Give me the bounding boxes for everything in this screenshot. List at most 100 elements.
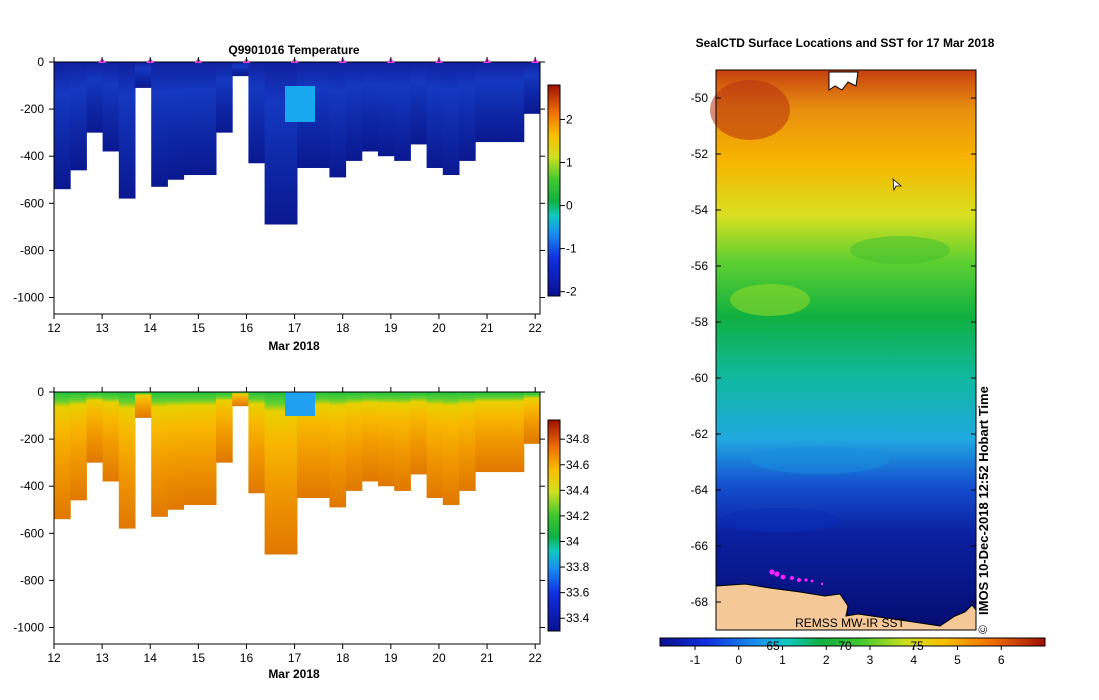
y-tick-label: -200 <box>20 102 44 116</box>
y-tick-label: -800 <box>20 243 44 257</box>
x-tick-label: 15 <box>192 651 206 665</box>
sst-map-panel: SealCTD Surface Locations and SST for 17… <box>659 36 1046 667</box>
profile-column <box>118 62 136 199</box>
x-tick-label: 20 <box>432 321 446 335</box>
lat-tick-label: -66 <box>691 539 709 553</box>
sst-colorbar <box>659 637 1046 647</box>
salinity-y-axis: 0 -200 -400 -600 -800 -1000 <box>13 385 545 635</box>
colorbar-tick-label: 34.2 <box>566 509 590 523</box>
y-tick-label: -800 <box>20 573 44 587</box>
sst-colorbar-tick-label: 5 <box>954 653 961 667</box>
y-tick-label: -400 <box>20 479 44 493</box>
seal-location-dot <box>774 571 780 577</box>
sst-secondary-tick-label: 65 <box>766 639 780 653</box>
sst-field <box>716 70 976 630</box>
lat-tick-label: -52 <box>691 147 709 161</box>
profile-column <box>183 392 201 506</box>
x-tick-label: 16 <box>240 651 254 665</box>
x-tick-label: 19 <box>384 651 398 665</box>
profile-column <box>442 62 460 176</box>
imos-timestamp: IMOS 10-Dec-2018 12:52 Hobart Time <box>976 386 991 615</box>
salinity-axes-frame <box>53 391 541 645</box>
x-tick-label: 18 <box>336 321 350 335</box>
x-tick-label: 12 <box>47 651 61 665</box>
x-tick-label: 12 <box>47 321 61 335</box>
y-tick-label: -1000 <box>13 621 44 635</box>
sst-map-title: SealCTD Surface Locations and SST for 17… <box>696 36 995 50</box>
profile-column <box>135 62 152 88</box>
x-tick-label: 19 <box>384 321 398 335</box>
sst-colorbar-ticks: -1 0 1 2 3 4 5 6 65 70 75 <box>690 639 1005 667</box>
sst-colorbar-tick-label: 2 <box>823 653 830 667</box>
profile-column <box>426 392 444 498</box>
profile-column <box>151 62 168 187</box>
profile-column <box>329 392 347 508</box>
salinity-colorbar-ticks: 34.8 34.6 34.4 34.2 34 33.8 33.6 33.4 <box>560 432 590 625</box>
salinity-colorbar <box>547 419 561 632</box>
lat-tick-label: -58 <box>691 315 709 329</box>
profile-column <box>248 392 266 494</box>
sst-colorbar-tick-label: -1 <box>690 653 701 667</box>
profile-column <box>394 62 411 161</box>
sst-secondary-tick-label: 70 <box>838 639 852 653</box>
seal-location-dot <box>820 582 824 586</box>
sst-colorbar-tick-label: 4 <box>910 653 917 667</box>
profile-column <box>426 62 444 168</box>
profile-column <box>232 62 249 77</box>
salinity-profiles <box>54 392 541 555</box>
profile-column <box>135 392 152 418</box>
profile-column <box>410 62 428 145</box>
profile-column <box>523 392 541 444</box>
colorbar-tick-label: 33.6 <box>566 586 590 600</box>
profile-column <box>102 62 120 152</box>
profile-column <box>329 62 347 178</box>
profile-column <box>459 392 476 491</box>
lat-tick-label: -56 <box>691 259 709 273</box>
colorbar-tick-label: 34.8 <box>566 432 590 446</box>
profile-column <box>183 62 201 176</box>
profile-column <box>86 62 104 133</box>
profile-column <box>475 392 492 473</box>
sst-map-frame <box>715 69 977 631</box>
sst-texture <box>750 446 890 474</box>
temperature-xlabel: Mar 2018 <box>268 339 320 353</box>
x-tick-label: 18 <box>336 651 350 665</box>
y-tick-label: -600 <box>20 526 44 540</box>
profile-column <box>361 62 379 152</box>
x-tick-label: 13 <box>95 321 109 335</box>
seal-location-dot <box>810 579 814 583</box>
x-tick-label: 21 <box>480 321 494 335</box>
profile-column <box>86 392 104 463</box>
profile-column <box>378 392 395 487</box>
profile-column <box>345 392 363 491</box>
x-tick-label: 14 <box>144 321 158 335</box>
x-tick-label: 22 <box>529 321 543 335</box>
x-tick-label: 16 <box>240 321 254 335</box>
y-tick-label: 0 <box>37 55 44 69</box>
lat-tick-label: -64 <box>691 483 709 497</box>
y-tick-label: -600 <box>20 196 44 210</box>
profile-column <box>70 392 87 501</box>
lat-tick-label: -54 <box>691 203 709 217</box>
lat-tick-label: -60 <box>691 371 709 385</box>
temperature-x-axis: 12 13 14 15 16 17 18 19 20 21 22 <box>47 57 542 335</box>
salinity-fresh-anomaly <box>285 392 315 416</box>
colorbar-tick-label: -1 <box>566 242 577 256</box>
x-tick-label: 17 <box>288 651 302 665</box>
seal-location-dot <box>804 578 808 582</box>
profile-column <box>459 62 476 161</box>
y-tick-label: 0 <box>37 385 44 399</box>
lat-tick-label: -68 <box>691 595 709 609</box>
profile-column <box>394 392 411 491</box>
profile-column <box>280 392 298 555</box>
profile-column <box>475 62 492 143</box>
profile-column <box>507 392 525 473</box>
temperature-y-axis: 0 -200 -400 -600 -800 -1000 <box>13 55 545 305</box>
x-tick-label: 17 <box>288 321 302 335</box>
profile-column <box>345 62 363 161</box>
colorbar-tick-label: 1 <box>566 156 573 170</box>
profile-column <box>442 392 460 506</box>
colorbar-tick-label: 34 <box>566 534 580 548</box>
x-tick-label: 15 <box>192 321 206 335</box>
sst-texture <box>730 284 810 316</box>
